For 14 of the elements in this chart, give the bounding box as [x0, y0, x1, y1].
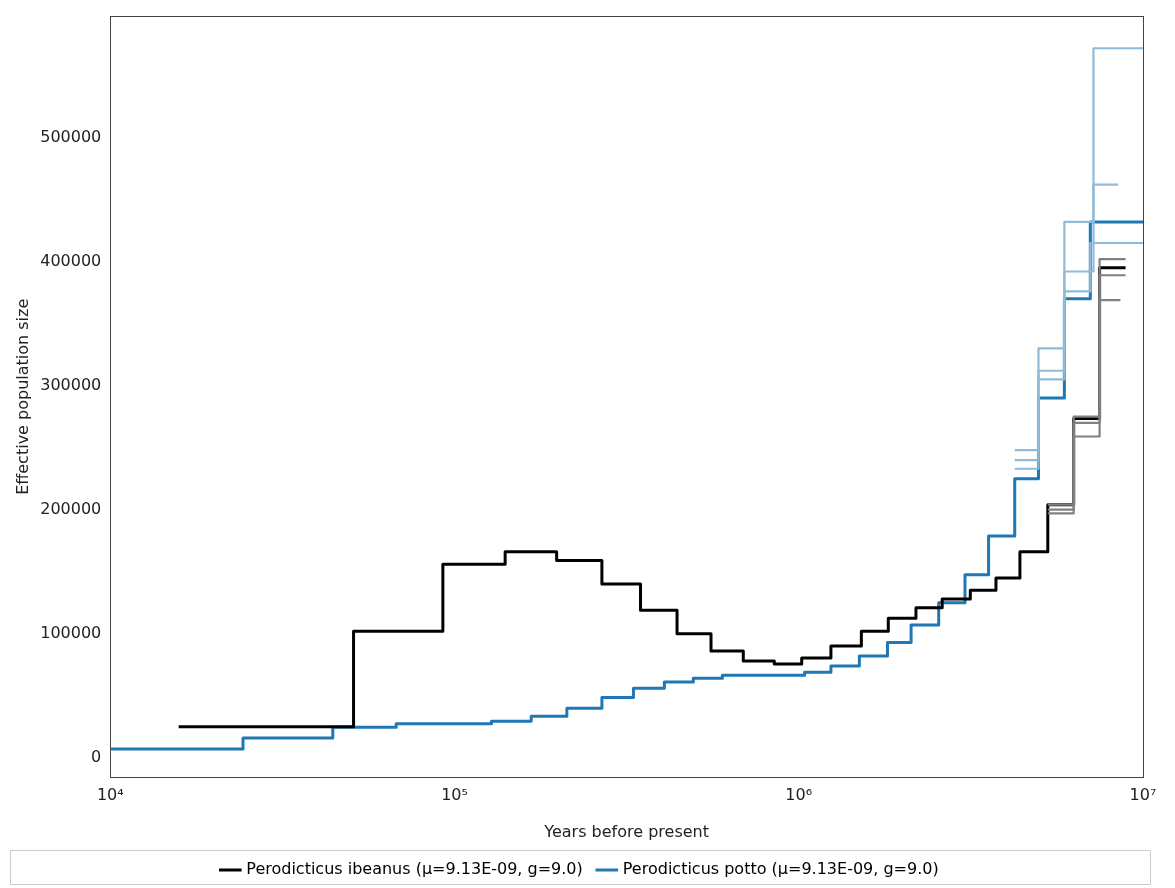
legend-label: Perodicticus ibeanus (μ=9.13E-09, g=9.0)	[246, 859, 583, 879]
y-tick-label: 100000	[40, 622, 102, 642]
y-tick-label: 0	[91, 746, 102, 766]
y-tick-label: 200000	[40, 498, 102, 518]
y-axis-title: Effective population size	[12, 298, 32, 495]
y-tick-label: 300000	[40, 374, 102, 394]
y-tick-label: 400000	[40, 250, 102, 270]
legend-label: Perodicticus potto (μ=9.13E-09, g=9.0)	[622, 859, 939, 879]
x-tick-label: 10⁴	[96, 785, 124, 805]
x-axis-title: Years before present	[543, 821, 709, 841]
x-tick-label: 10⁵	[441, 785, 468, 805]
x-tick-label: 10⁷	[1129, 785, 1157, 805]
y-tick-label: 500000	[40, 126, 102, 146]
x-tick-label: 10⁶	[785, 785, 813, 805]
